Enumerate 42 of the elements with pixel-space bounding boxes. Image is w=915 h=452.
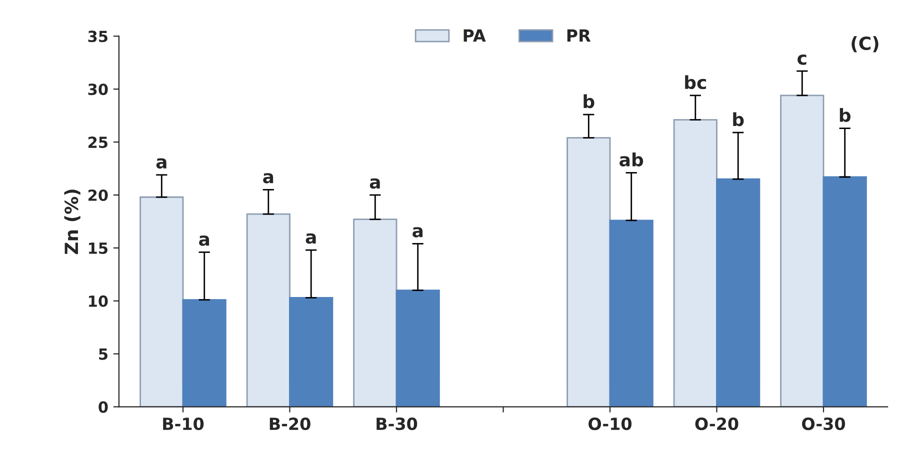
bar	[780, 94, 824, 407]
bar	[246, 213, 290, 407]
y-tick-label: 0	[98, 401, 108, 413]
bar	[182, 299, 226, 407]
data-label: a	[306, 233, 316, 244]
bar	[289, 297, 334, 407]
x-tick-label: O-30	[802, 418, 845, 430]
annotation: (C)	[852, 36, 878, 52]
y-tick-label: 35	[88, 30, 108, 42]
data-label: a	[412, 227, 423, 238]
data-label: a	[263, 173, 274, 184]
y-axis-title: Zn (%)	[64, 190, 80, 254]
data-label: b	[584, 94, 594, 108]
x-tick-label: B-30	[376, 418, 418, 430]
bar	[353, 218, 398, 407]
bar	[716, 178, 760, 407]
x-tick-label: B-10	[163, 418, 204, 430]
x-tick-label: O-20	[695, 418, 738, 430]
bar	[822, 176, 867, 407]
data-label: a	[199, 236, 210, 246]
y-tick-label: 10	[88, 295, 108, 307]
data-label: bc	[685, 75, 706, 90]
legend-label: PA	[464, 29, 486, 42]
data-label: ab	[620, 152, 644, 166]
y-tick-label: 30	[88, 84, 108, 96]
bar	[566, 137, 611, 407]
y-tick-label: 5	[99, 348, 108, 360]
data-label: c	[798, 54, 806, 65]
y-tick-label: 25	[88, 136, 108, 148]
legend-label: PR	[567, 29, 591, 42]
data-label: b	[733, 112, 744, 126]
data-label: b	[840, 108, 850, 122]
y-tick-label: 20	[88, 189, 108, 202]
data-label: a	[370, 178, 380, 189]
x-tick-label: B-20	[270, 418, 310, 430]
y-tick-label: 15	[88, 242, 108, 254]
x-tick-label: O-10	[588, 418, 632, 430]
bar	[673, 119, 718, 407]
bar	[140, 196, 184, 407]
bar	[609, 220, 654, 407]
bar	[396, 290, 440, 407]
data-label: a	[156, 158, 166, 169]
